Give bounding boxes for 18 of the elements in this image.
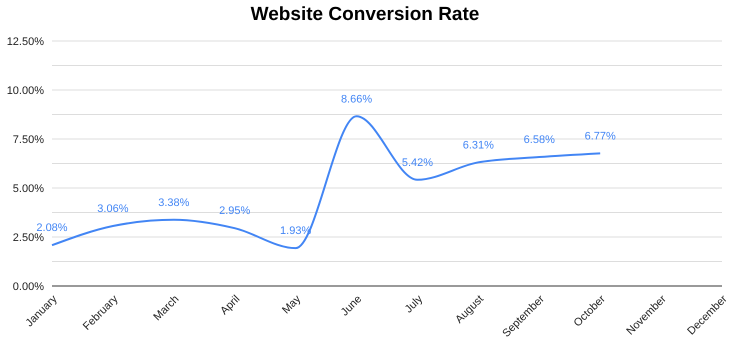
y-tick-label: 12.50% [6, 36, 44, 48]
y-tick-label: 2.50% [12, 232, 44, 244]
y-tick-label: 7.50% [12, 134, 44, 146]
x-tick-label: May [280, 292, 304, 316]
data-label: 6.77% [584, 130, 616, 142]
data-label: 3.06% [97, 203, 129, 216]
data-label: 6.31% [462, 139, 494, 152]
x-tick-label: July [402, 292, 426, 316]
data-label: 6.58% [524, 134, 556, 146]
data-label: 5.42% [402, 156, 434, 169]
y-tick-label: 5.00% [12, 182, 44, 195]
data-label: 2.95% [219, 205, 251, 218]
data-label: 3.38% [158, 196, 190, 209]
chart-title: Website Conversion Rate [250, 3, 480, 27]
y-tick-label: 0.00% [12, 280, 44, 293]
data-label: 2.08% [36, 222, 68, 234]
data-label: 8.66% [340, 93, 372, 106]
y-tick-label: 10.00% [6, 84, 44, 97]
